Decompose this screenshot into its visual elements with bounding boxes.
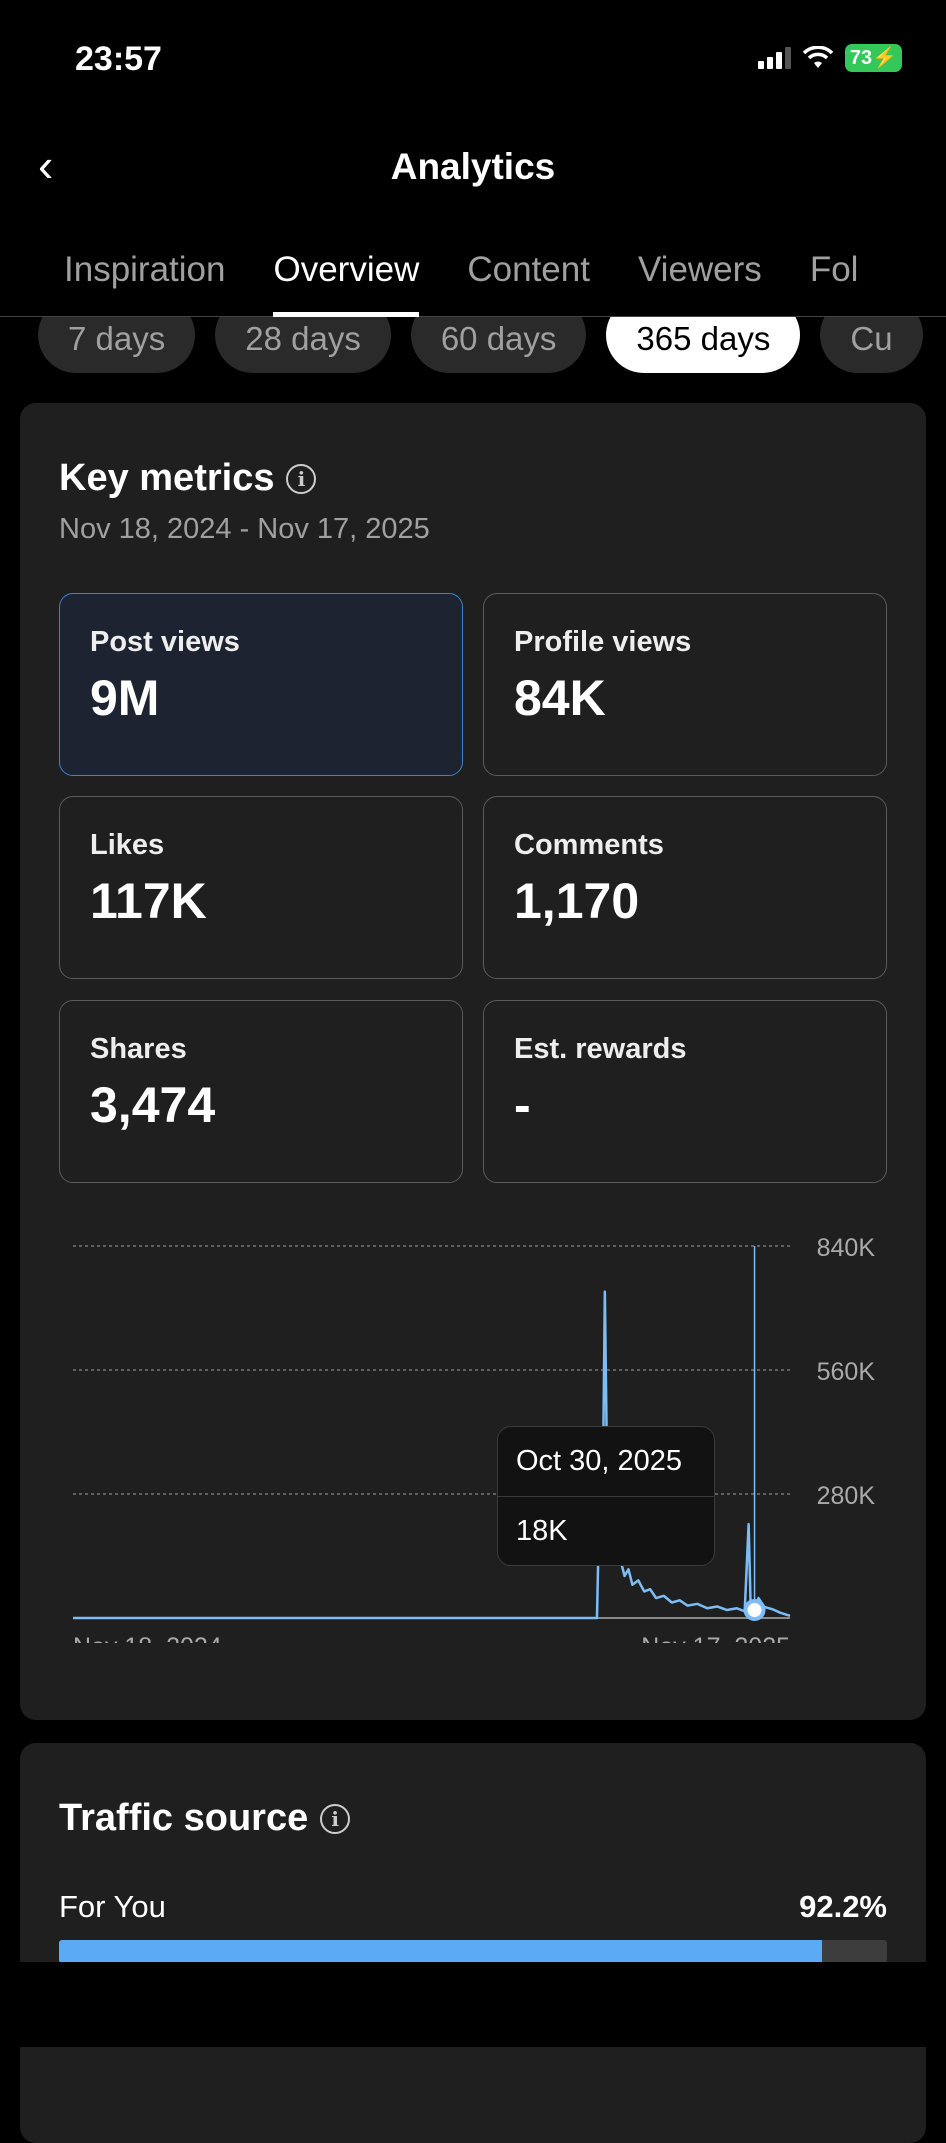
metric-profile-views[interactable]: Profile views 84K: [483, 593, 887, 776]
chart-tooltip: Oct 30, 2025 18K: [497, 1426, 715, 1566]
metric-shares[interactable]: Shares 3,474: [59, 1000, 463, 1183]
y-tick-label: 560K: [817, 1358, 876, 1386]
metric-likes[interactable]: Likes 117K: [59, 796, 463, 979]
signal-icon: [758, 47, 791, 69]
key-metrics-title: Key metrics: [59, 457, 274, 500]
source-label: For You: [59, 1889, 166, 1925]
date-range: Nov 18, 2024 - Nov 17, 2025: [59, 513, 430, 546]
info-icon[interactable]: i: [286, 464, 316, 494]
tab-followers[interactable]: Fol: [786, 245, 883, 316]
status-icons: 73⚡: [758, 44, 902, 72]
traffic-source-heading: Traffic source i: [59, 1797, 350, 1840]
source-progress-fill: [59, 1940, 822, 1963]
traffic-source-title: Traffic source: [59, 1797, 308, 1840]
tooltip-value: 18K: [498, 1497, 714, 1566]
metric-value: 117K: [90, 872, 432, 930]
metric-value: 84K: [514, 669, 856, 727]
x-tick-label: Nov 18, 2024: [73, 1633, 222, 1643]
tab-overview[interactable]: Overview: [249, 245, 443, 316]
metric-label: Est. rewards: [514, 1033, 856, 1066]
y-tick-label: 840K: [817, 1234, 876, 1262]
metric-value: -: [514, 1076, 856, 1134]
key-metrics-heading: Key metrics i: [59, 457, 316, 500]
battery-icon: 73⚡: [845, 44, 902, 72]
metric-label: Profile views: [514, 626, 856, 659]
metric-value: 1,170: [514, 872, 856, 930]
post-views-chart[interactable]: 280K 560K 840K Nov 18, 2024 Nov 17, 2025: [20, 1223, 926, 1643]
metric-est-rewards[interactable]: Est. rewards -: [483, 1000, 887, 1183]
tooltip-date: Oct 30, 2025: [498, 1427, 714, 1497]
y-tick-label: 280K: [817, 1482, 876, 1510]
key-metrics-card: Key metrics i Nov 18, 2024 - Nov 17, 2025…: [20, 403, 926, 1720]
info-icon[interactable]: i: [320, 1804, 350, 1834]
metric-label: Comments: [514, 829, 856, 862]
source-progress-bar: [59, 1940, 887, 1963]
status-time: 23:57: [75, 40, 162, 79]
tab-bar: Inspiration Overview Content Viewers Fol: [0, 245, 946, 317]
metric-label: Likes: [90, 829, 432, 862]
traffic-source-card: Traffic source i For You 92.2%: [20, 1743, 926, 2143]
highlight-point: [746, 1601, 764, 1619]
tab-viewers[interactable]: Viewers: [614, 245, 786, 316]
metric-post-views[interactable]: Post views 9M: [59, 593, 463, 776]
tab-content[interactable]: Content: [443, 245, 614, 316]
wifi-icon: [803, 46, 833, 70]
bottom-area: [0, 1962, 946, 2047]
metric-label: Shares: [90, 1033, 432, 1066]
metric-comments[interactable]: Comments 1,170: [483, 796, 887, 979]
battery-level: 73: [850, 47, 872, 69]
metric-label: Post views: [90, 626, 432, 659]
page-title: Analytics: [0, 146, 946, 188]
tab-inspiration[interactable]: Inspiration: [0, 245, 249, 316]
x-tick-label: Nov 17, 2025: [641, 1633, 790, 1643]
metric-value: 9M: [90, 669, 432, 727]
metric-value: 3,474: [90, 1076, 432, 1134]
source-percent: 92.2%: [799, 1889, 887, 1925]
